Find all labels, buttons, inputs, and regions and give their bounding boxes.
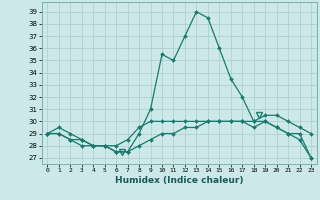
X-axis label: Humidex (Indice chaleur): Humidex (Indice chaleur) [115, 176, 244, 185]
